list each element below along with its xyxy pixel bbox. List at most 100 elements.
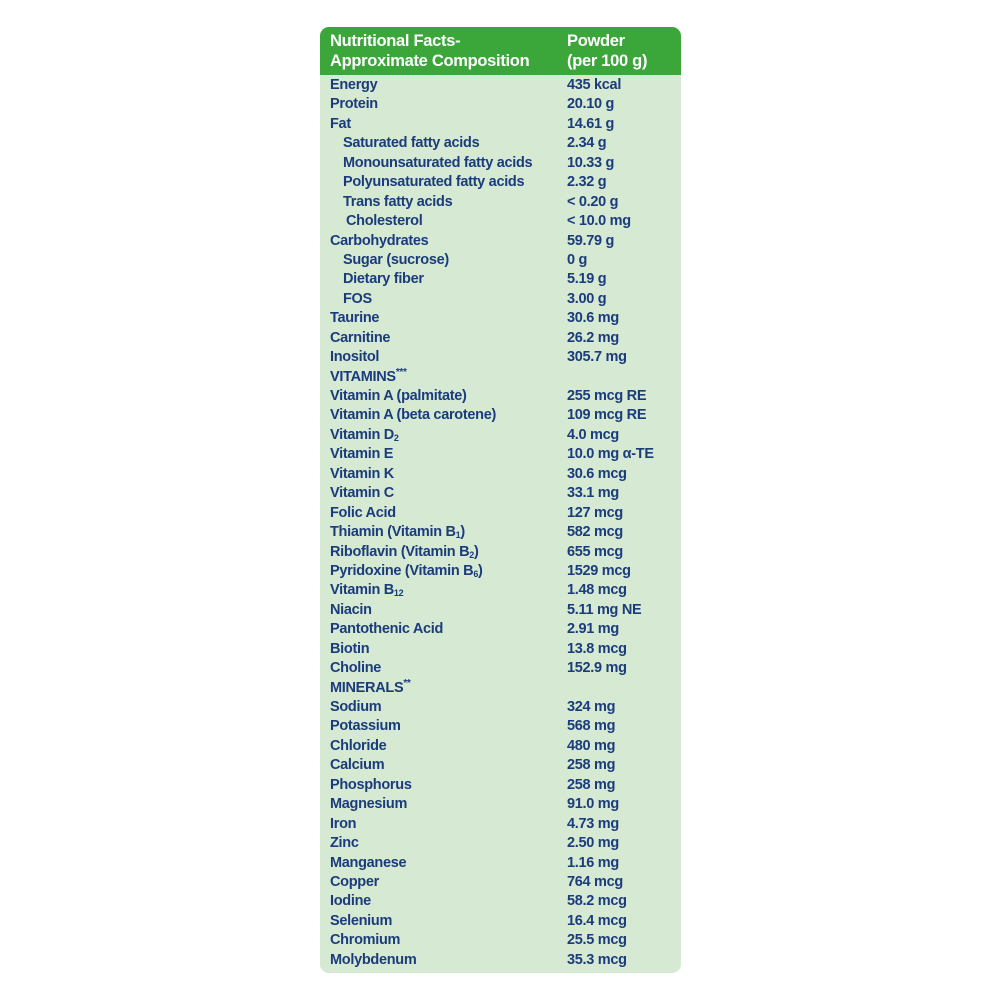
table-row: Vitamin B12 1.48 mcg [320, 581, 681, 600]
nutrient-label: Niacin [330, 601, 372, 620]
nutrient-label: FOS [343, 290, 372, 309]
nutrient-label: Zinc [330, 834, 359, 853]
header-amount-column: Powder (per 100 g) [567, 31, 647, 71]
nutrient-label: Magnesium [330, 795, 407, 814]
table-row: Pantothenic Acid 2.91 mg [320, 620, 681, 639]
nutrient-name: Calcium [330, 757, 385, 774]
table-row: Vitamin D2 4.0 mcg [320, 426, 681, 445]
nutrient-name: Copper [330, 873, 379, 890]
table-row: Niacin 5.11 mg NE [320, 601, 681, 620]
nutrient-amount: 2.91 mg [567, 621, 619, 638]
nutrient-label: Carbohydrates [330, 232, 429, 251]
nutrient-name: Biotin [330, 640, 370, 657]
nutrient-subscript: 2 [469, 549, 474, 560]
nutrient-label: Vitamin A (palmitate) [330, 387, 467, 406]
nutrient-label: Biotin [330, 640, 370, 659]
nutrient-amount: 5.11 mg NE [567, 601, 642, 618]
header-amount-line2: (per 100 g) [567, 52, 648, 70]
table-row: MINERALS** [320, 678, 681, 698]
nutrient-amount: 1.48 mcg [567, 582, 627, 599]
nutrient-amount: 10.33 g [567, 154, 615, 171]
nutrient-name: Manganese [330, 854, 407, 871]
nutrient-name: Fat [330, 115, 351, 132]
nutrient-name: Vitamin A (beta carotene) [330, 407, 497, 424]
nutrient-label: Monounsaturated fatty acids [343, 154, 533, 173]
nutrient-label: Cholesterol [346, 212, 423, 231]
table-row: Phosphorus 258 mg [320, 776, 681, 795]
table-row: Magnesium 91.0 mg [320, 795, 681, 814]
nutrient-amount: 13.8 mcg [567, 640, 627, 657]
nutrient-label: Potassium [330, 717, 401, 736]
nutrient-amount: 582 mcg [567, 524, 623, 541]
table-row: VITAMINS*** [320, 367, 681, 387]
nutrient-label: Vitamin E [330, 445, 393, 464]
nutrient-label: Fat [330, 115, 351, 134]
table-row: Pyridoxine (Vitamin B6) 1529 mcg [320, 562, 681, 581]
table-row: Zinc 2.50 mg [320, 834, 681, 853]
nutrient-amount: 0 g [567, 251, 588, 268]
nutrient-label: Polyunsaturated fatty acids [343, 173, 525, 192]
nutrient-name: Sugar (sucrose) [343, 251, 449, 268]
nutrient-name: Polyunsaturated fatty acids [343, 174, 525, 191]
nutrient-name: Trans fatty acids [343, 193, 453, 210]
table-row: Dietary fiber 5.19 g [320, 270, 681, 289]
nutrient-amount: 2.32 g [567, 174, 607, 191]
table-row: Vitamin K 30.6 mcg [320, 465, 681, 484]
nutrient-amount: 10.0 mg α-TE [567, 446, 654, 463]
nutrient-label: Sodium [330, 698, 382, 717]
table-row: FOS 3.00 g [320, 290, 681, 309]
table-row: Iodine 58.2 mcg [320, 892, 681, 911]
nutrient-amount: 30.6 mg [567, 310, 619, 327]
nutrient-name: Folic Acid [330, 504, 396, 521]
nutrient-amount: 109 mcg RE [567, 407, 647, 424]
nutrient-amount: 25.5 mcg [567, 932, 627, 949]
nutrient-label: Vitamin B12 [330, 581, 404, 600]
nutrient-label: Choline [330, 659, 381, 678]
nutrient-name: Iron [330, 815, 357, 832]
nutrient-subscript: 6 [473, 568, 479, 579]
nutrient-label: Chromium [330, 931, 400, 950]
table-row: Carbohydrates 59.79 g [320, 232, 681, 251]
nutrient-label: Riboflavin (Vitamin B2) [330, 543, 479, 562]
nutrient-name: Zinc [330, 835, 359, 852]
nutrient-name: Vitamin E [330, 446, 394, 463]
table-row: Protein 20.10 g [320, 95, 681, 114]
nutrient-name: Sodium [330, 699, 382, 715]
nutrient-amount: 258 mg [567, 757, 616, 774]
nutrient-name: Selenium [330, 912, 393, 929]
nutrient-name: Phosphorus [330, 776, 412, 793]
nutrient-label: Pyridoxine (Vitamin B6) [330, 562, 483, 581]
nutrient-amount: < 0.20 g [567, 193, 619, 210]
header-nutrient-column: Nutritional Facts- Approximate Compositi… [330, 31, 530, 71]
table-row: Potassium 568 mg [320, 717, 681, 736]
nutrient-name: Monounsaturated fatty acids [343, 154, 533, 171]
nutrient-name: Inositol [330, 349, 380, 366]
nutrient-label: Inositol [330, 348, 379, 367]
nutrient-name: Molybdenum [330, 951, 417, 968]
table-row: Fat 14.61 g [320, 115, 681, 134]
nutrient-label: Trans fatty acids [343, 193, 453, 212]
nutrient-name: Pantothenic Acid [330, 621, 444, 638]
nutrient-label: Phosphorus [330, 776, 412, 795]
nutrient-label: Molybdenum [330, 951, 417, 970]
nutrient-amount: 127 mcg [567, 504, 623, 521]
table-row: Vitamin E 10.0 mg α-TE [320, 445, 681, 464]
table-row: Vitamin C 33.1 mg [320, 484, 681, 503]
nutrient-amount: 2.34 g [567, 135, 607, 152]
nutrient-name: Carbohydrates [330, 232, 429, 249]
nutrient-amount: 1529 mcg [567, 562, 631, 579]
nutrient-amount: 33.1 mg [567, 485, 619, 502]
nutrient-name: Potassium [330, 718, 401, 735]
nutrient-name: Saturated fatty acids [343, 135, 480, 152]
table-row: Inositol 305.7 mg [320, 348, 681, 367]
nutrient-amount: 764 mcg [567, 873, 623, 890]
nutrient-amount: 5.19 g [567, 271, 607, 288]
nutrient-name: Carnitine [330, 329, 391, 346]
nutrient-name-suffix: ) [460, 524, 465, 541]
nutrient-label: Saturated fatty acids [343, 134, 480, 153]
nutrient-label: Iodine [330, 892, 371, 911]
table-row: Manganese 1.16 mg [320, 854, 681, 873]
nutrient-label: Chloride [330, 737, 387, 756]
nutrient-amount: 258 mg [567, 776, 616, 793]
nutrient-label: Folic Acid [330, 504, 396, 523]
